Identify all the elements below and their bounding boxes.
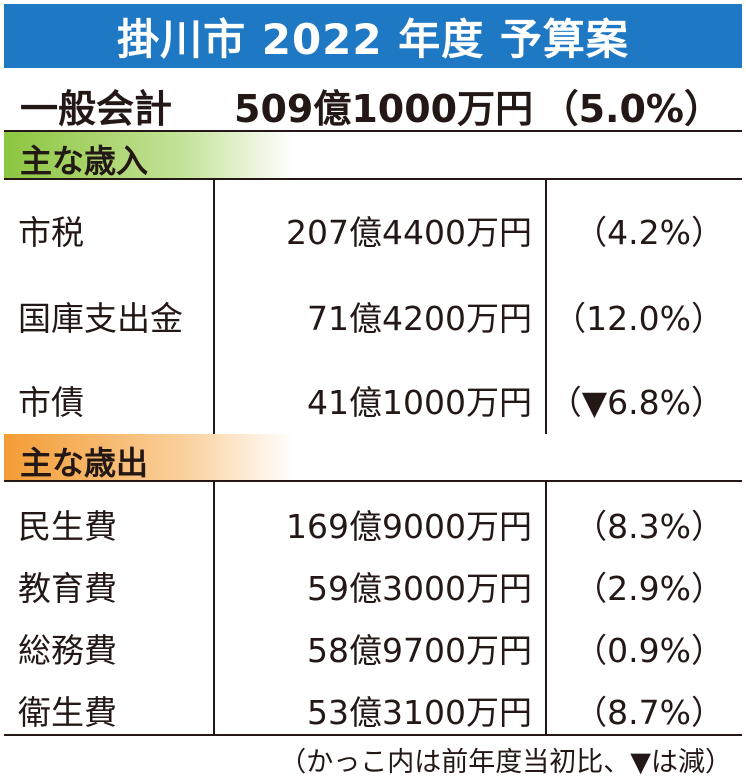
expenditure-row: 教育費 59億3000万円 （2.9%） [4,552,742,612]
expenditure-item-label: 教育費 [18,569,117,608]
expenditure-item-value: 169億9000万円 [286,507,532,546]
expenditure-item-label: 民生費 [18,507,117,546]
total-value: 509億1000万円 [234,87,534,131]
revenue-item-change: （▼6.8%） [548,383,724,422]
expenditure-item-label: 衛生費 [18,693,117,732]
expenditure-heading: 主な歳出 [20,444,149,482]
total-label: 一般会計 [20,87,173,131]
page-title: 掛川市 2022 年度 予算案 [4,4,742,68]
column-divider [545,480,547,736]
expenditure-row: 衛生費 53億3100万円 （8.7%） [4,676,742,736]
expenditure-item-change: （2.9%） [574,569,724,608]
footnote: （かっこ内は前年度当初比、▼は減） [279,747,732,778]
revenue-section-header: 主な歳入 [4,132,742,180]
expenditure-section-header: 主な歳出 [4,434,742,482]
expenditure-item-value: 53億3100万円 [307,693,532,732]
expenditure-item-change: （8.3%） [574,507,724,546]
column-divider [545,178,547,434]
revenue-item-change: （12.0%） [553,299,724,338]
revenue-row: 市債 41億1000万円 （▼6.8%） [4,366,742,426]
expenditure-item-change: （0.9%） [574,631,724,670]
revenue-item-value: 207億4400万円 [286,213,532,252]
revenue-item-change: （4.2%） [574,213,724,252]
revenue-row: 国庫支出金 71億4200万円 （12.0%） [4,282,742,342]
expenditure-item-change: （8.7%） [574,693,724,732]
expenditure-row: 総務費 58億9700万円 （0.9%） [4,614,742,674]
column-divider [213,480,215,736]
expenditure-row: 民生費 169億9000万円 （8.3%） [4,490,742,550]
revenue-row: 市税 207億4400万円 （4.2%） [4,196,742,256]
revenue-item-label: 国庫支出金 [18,299,183,338]
table-bottom-rule [4,734,742,736]
expenditure-item-value: 59億3000万円 [307,569,532,608]
revenue-item-label: 市債 [18,383,84,422]
expenditure-item-label: 総務費 [18,631,117,670]
total-change: （5.0%） [540,87,722,131]
general-account-total: 一般会計 509億1000万円 （5.0%） [4,72,742,132]
revenue-item-value: 71億4200万円 [307,299,532,338]
revenue-item-value: 41億1000万円 [307,383,532,422]
revenue-item-label: 市税 [18,213,84,252]
revenue-heading: 主な歳入 [20,142,149,180]
column-divider [213,178,215,434]
expenditure-item-value: 58億9700万円 [307,631,532,670]
